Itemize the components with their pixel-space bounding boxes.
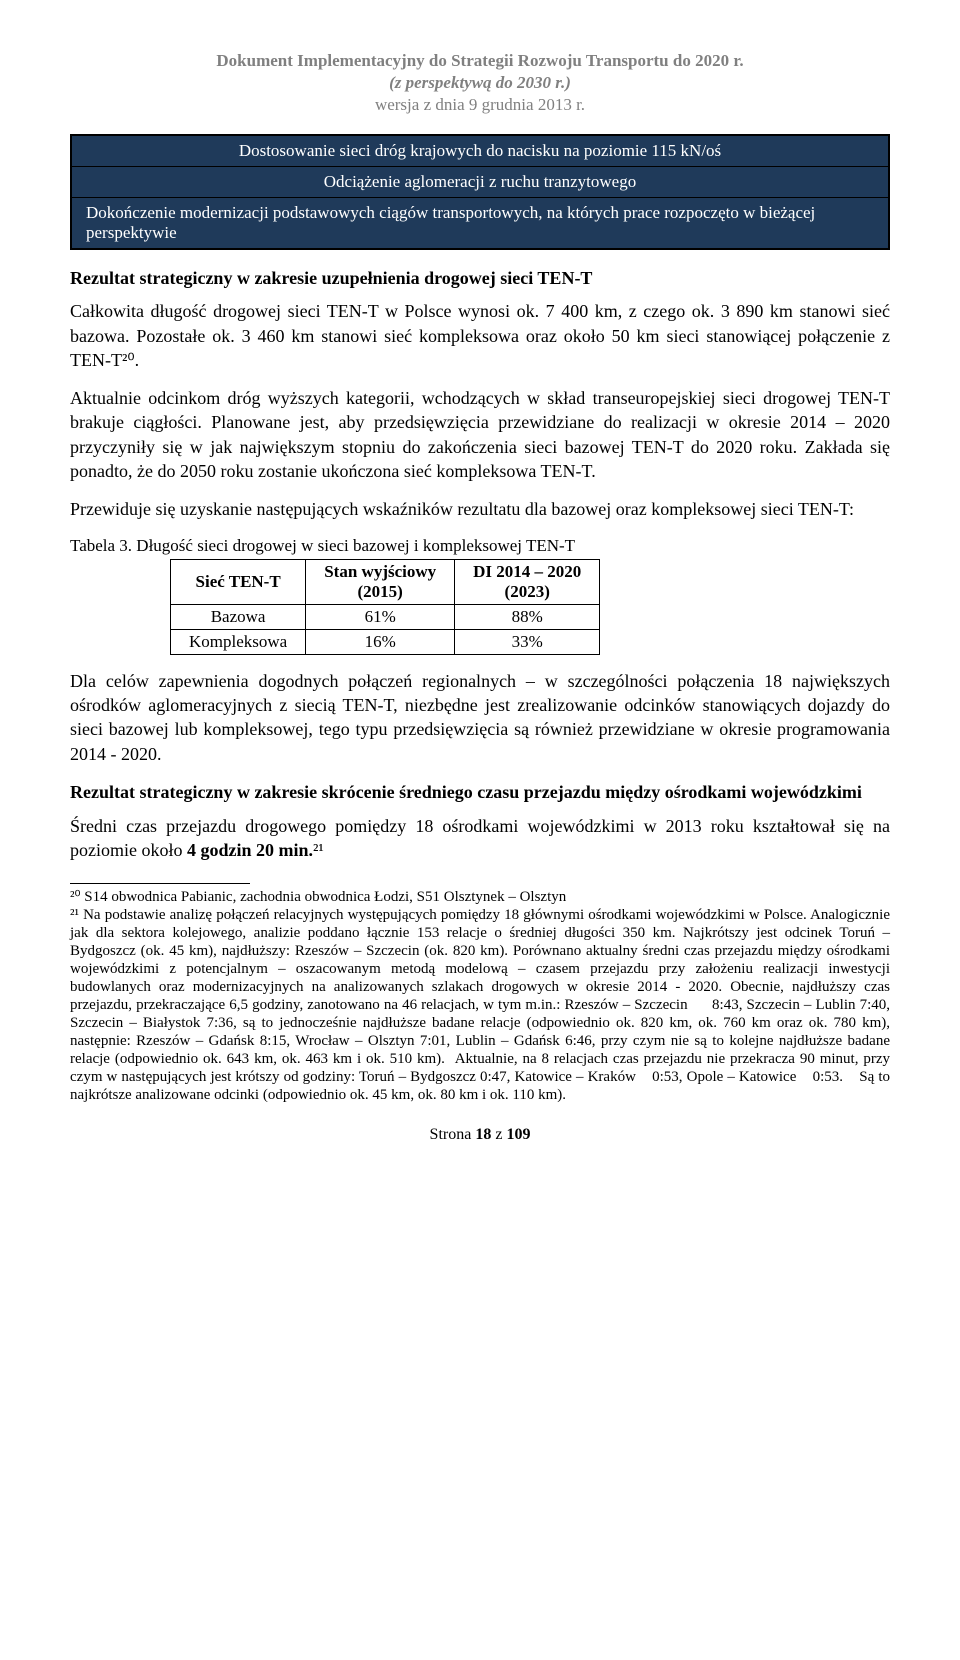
footnote-20: ²⁰ S14 obwodnica Pabianic, zachodnia obw… — [70, 888, 890, 906]
cell-bazowa-2015: 61% — [306, 604, 455, 629]
page-number: Strona 18 z 109 — [70, 1126, 890, 1144]
footnotes: ²⁰ S14 obwodnica Pabianic, zachodnia obw… — [70, 888, 890, 1104]
highlight-box: Dostosowanie sieci dróg krajowych do nac… — [70, 134, 890, 250]
cell-bazowa-label: Bazowa — [171, 604, 306, 629]
paragraph-3: Przewiduje się uzyskanie następujących w… — [70, 497, 890, 521]
table-row: Bazowa 61% 88% — [171, 604, 600, 629]
table-row: Kompleksowa 16% 33% — [171, 629, 600, 654]
col-header-2: Stan wyjściowy(2015) — [306, 559, 455, 604]
header-title: Dokument Implementacyjny do Strategii Ro… — [70, 50, 890, 72]
paragraph-2: Aktualnie odcinkom dróg wyższych kategor… — [70, 386, 890, 483]
table-header-row: Sieć TEN-T Stan wyjściowy(2015) DI 2014 … — [171, 559, 600, 604]
paragraph-5: Średni czas przejazdu drogowego pomiędzy… — [70, 814, 890, 863]
paragraph-1: Całkowita długość drogowej sieci TEN-T w… — [70, 299, 890, 372]
document-header: Dokument Implementacyjny do Strategii Ro… — [70, 50, 890, 116]
section-heading-2: Rezultat strategiczny w zakresie skrócen… — [70, 780, 890, 804]
footnote-separator — [70, 883, 250, 884]
ten-t-table: Sieć TEN-T Stan wyjściowy(2015) DI 2014 … — [170, 559, 600, 655]
col-header-3: DI 2014 – 2020(2023) — [455, 559, 600, 604]
highlight-row-2: Odciążenie aglomeracji z ruchu tranzytow… — [71, 167, 889, 198]
table-caption: Tabela 3. Długość sieci drogowej w sieci… — [70, 536, 890, 556]
header-subtitle: (z perspektywą do 2030 r.) — [70, 72, 890, 94]
col-header-1: Sieć TEN-T — [171, 559, 306, 604]
footnote-21: ²¹ Na podstawie analizę połączeń relacyj… — [70, 906, 890, 1104]
cell-kompleksowa-2023: 33% — [455, 629, 600, 654]
header-version: wersja z dnia 9 grudnia 2013 r. — [70, 94, 890, 116]
section-heading-1: Rezultat strategiczny w zakresie uzupełn… — [70, 268, 890, 289]
cell-bazowa-2023: 88% — [455, 604, 600, 629]
highlight-row-1: Dostosowanie sieci dróg krajowych do nac… — [71, 135, 889, 167]
paragraph-4: Dla celów zapewnienia dogodnych połączeń… — [70, 669, 890, 766]
cell-kompleksowa-2015: 16% — [306, 629, 455, 654]
cell-kompleksowa-label: Kompleksowa — [171, 629, 306, 654]
highlight-row-3: Dokończenie modernizacji podstawowych ci… — [71, 198, 889, 250]
